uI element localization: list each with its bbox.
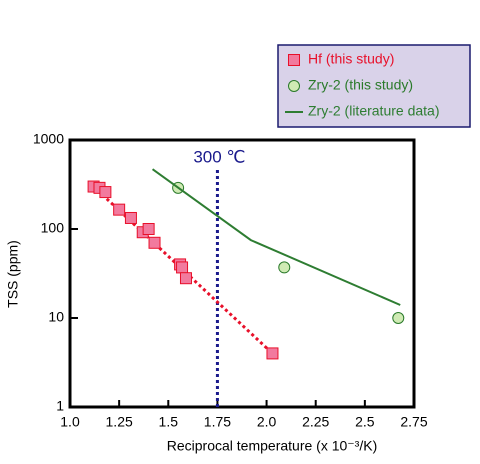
x-tick-label: 2.0 bbox=[257, 414, 277, 430]
legend-swatch bbox=[288, 80, 300, 92]
point bbox=[176, 261, 189, 274]
legend-box bbox=[277, 44, 471, 128]
point bbox=[392, 312, 405, 324]
x-axis-label: Reciprocal temperature (x 10⁻³/K) bbox=[167, 438, 377, 454]
y-tick-label: 1000 bbox=[33, 131, 64, 147]
y-tick-label: 10 bbox=[48, 309, 64, 325]
point bbox=[148, 236, 161, 249]
point bbox=[124, 211, 137, 224]
point bbox=[266, 347, 279, 360]
y-tick-label: 100 bbox=[41, 220, 65, 236]
x-tick-label: 1.25 bbox=[106, 414, 133, 430]
x-tick-label: 1.5 bbox=[159, 414, 179, 430]
legend-label: Zry-2 (literature data) bbox=[308, 103, 439, 119]
legend-swatch bbox=[288, 54, 300, 66]
point bbox=[142, 223, 155, 235]
x-tick-label: 2.25 bbox=[302, 414, 329, 430]
legend-label: Zry-2 (this study) bbox=[308, 77, 413, 93]
x-tick-label: 1.0 bbox=[60, 414, 80, 430]
x-tick-label: 1.75 bbox=[204, 414, 231, 430]
x-tick-label: 2.75 bbox=[400, 414, 427, 430]
point bbox=[113, 203, 126, 216]
y-axis-label: TSS (ppm) bbox=[5, 240, 21, 308]
plot-frame bbox=[68, 138, 416, 409]
annotation: 300 ℃ bbox=[193, 147, 245, 166]
series-line bbox=[151, 168, 401, 306]
legend-label: Hf (this study) bbox=[308, 51, 394, 67]
point bbox=[99, 186, 112, 199]
point bbox=[179, 272, 192, 285]
x-tick-label: 2.5 bbox=[355, 414, 375, 430]
point bbox=[278, 261, 291, 274]
y-tick-label: 1 bbox=[56, 398, 64, 414]
